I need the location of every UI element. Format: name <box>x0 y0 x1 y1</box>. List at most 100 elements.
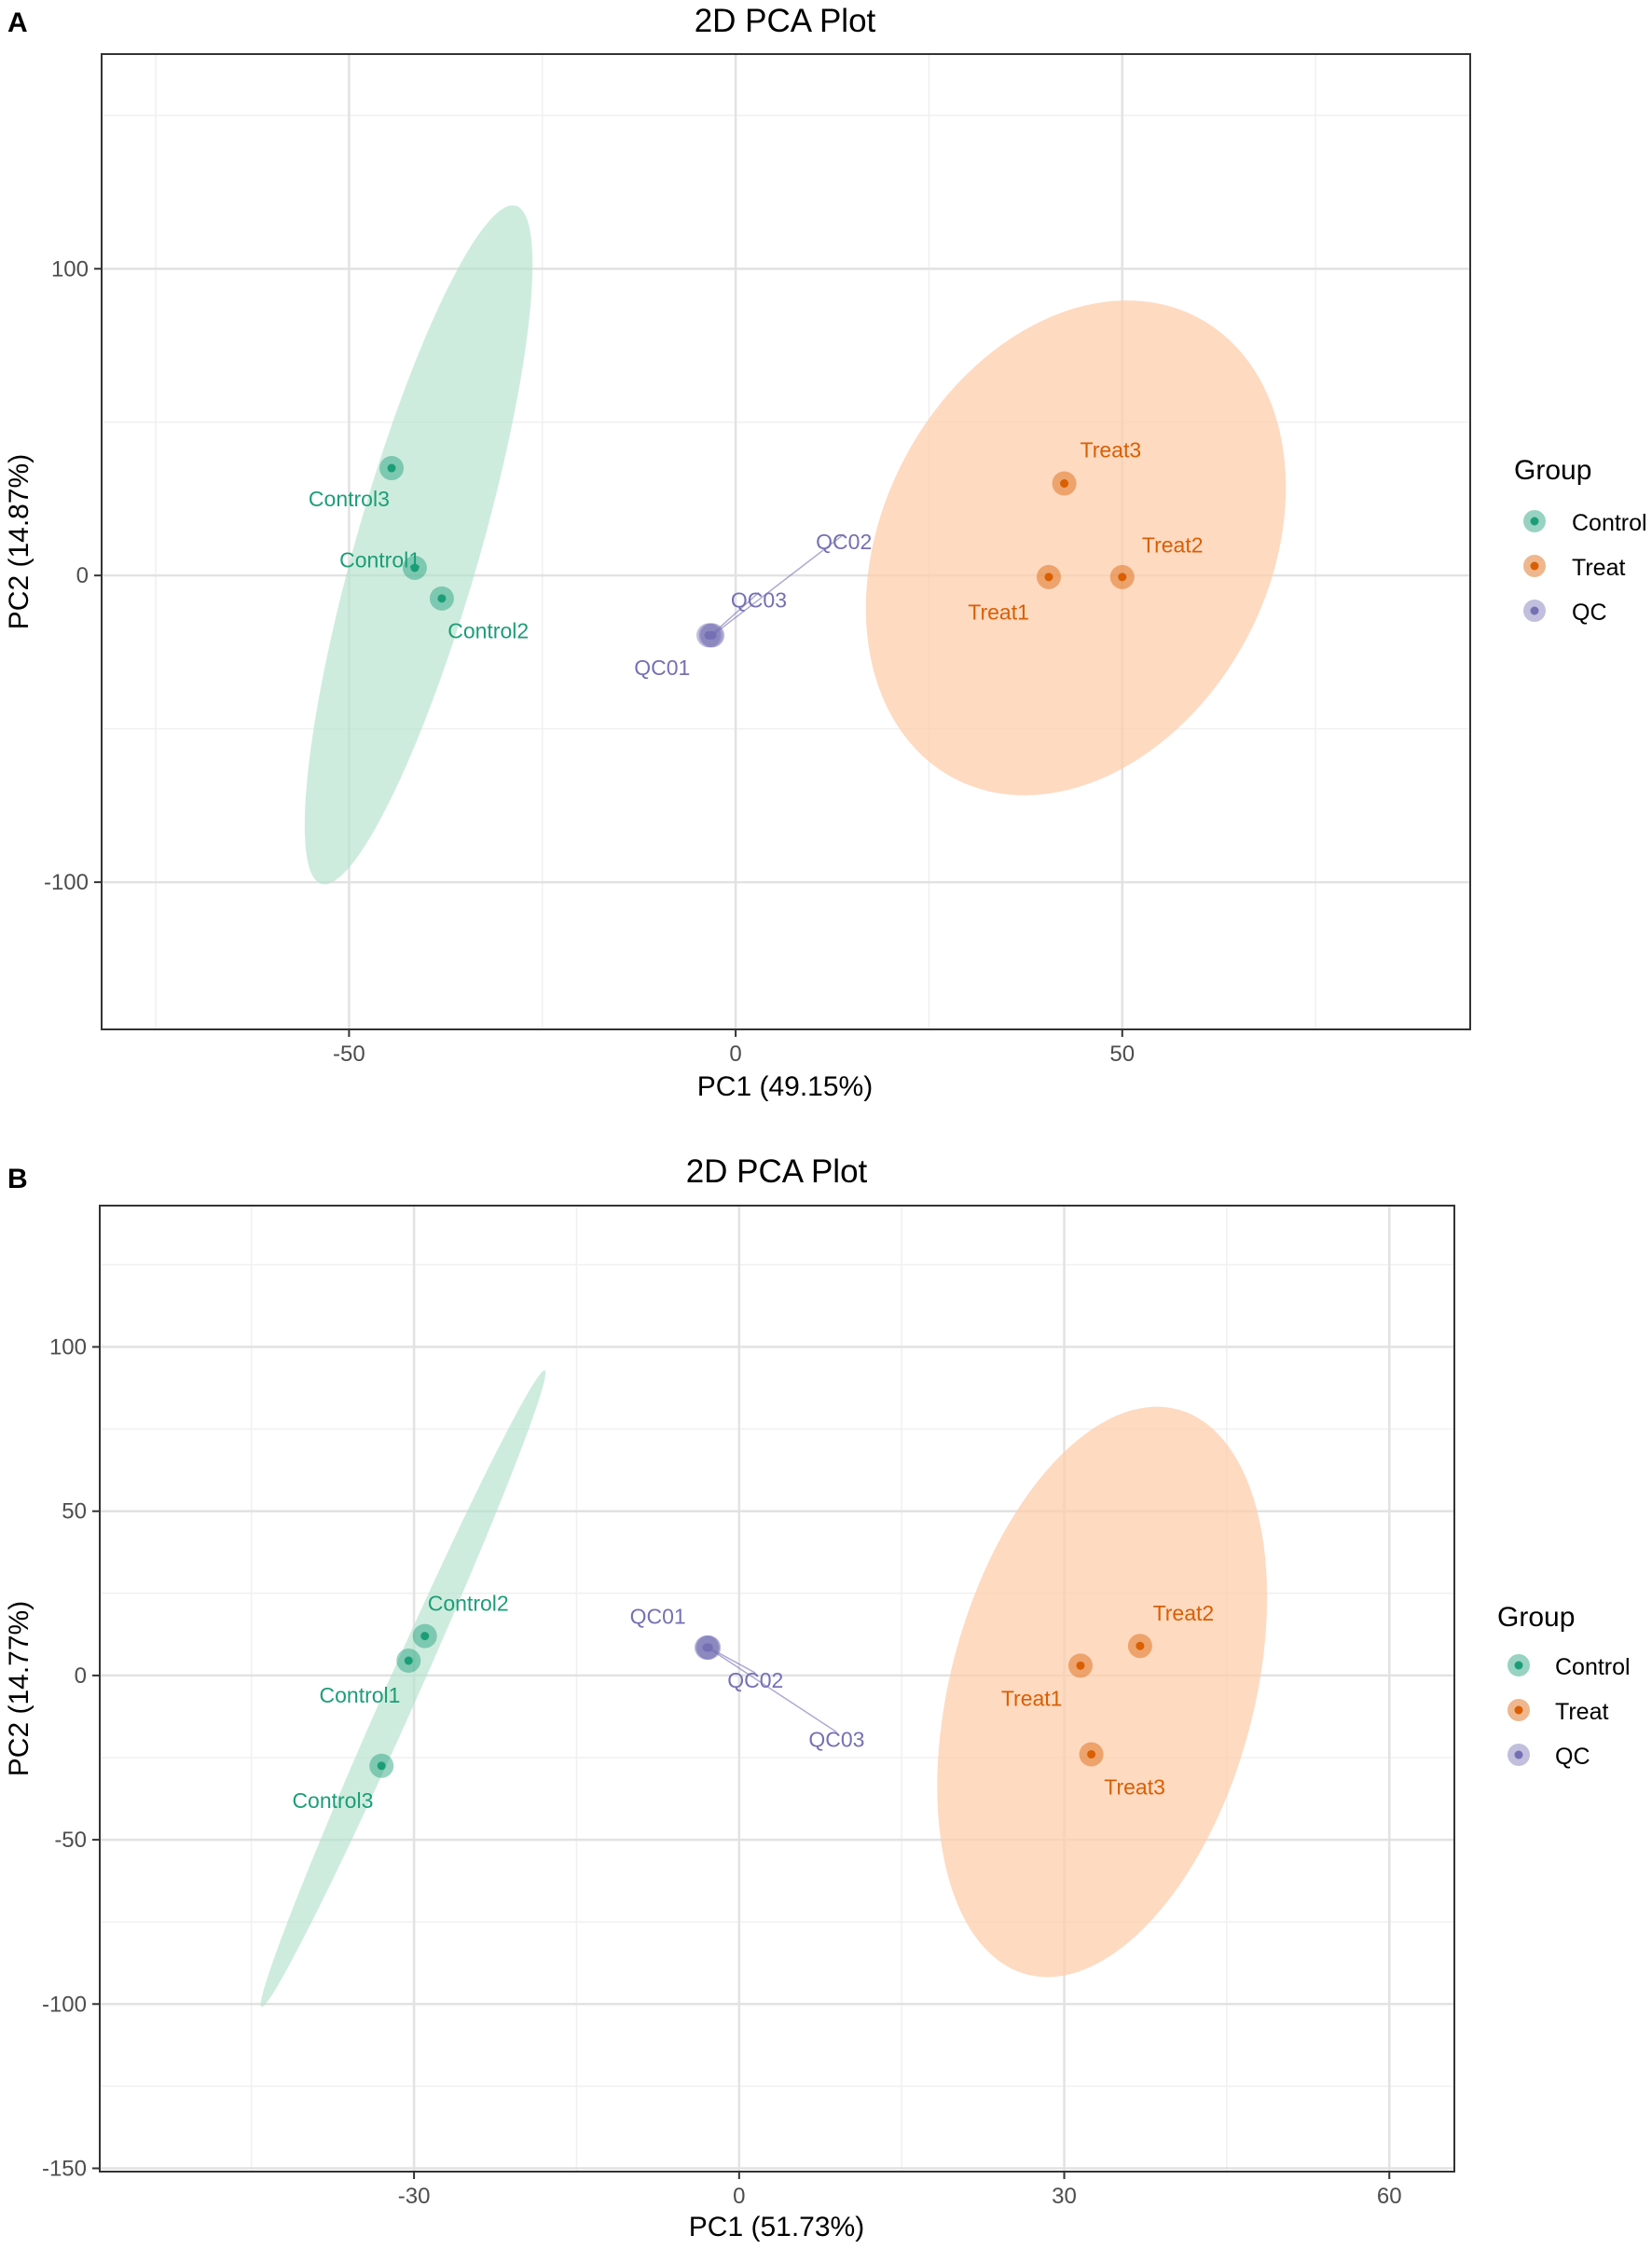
point-center-treat3 <box>1060 479 1069 489</box>
panel-a: A 2D PCA Plot Control1 Control2 Control3 QC… <box>4 3 1647 1102</box>
point-center-control2 <box>437 594 447 603</box>
y-tick-label: 100 <box>49 1335 87 1360</box>
point-label-qc01: QC01 <box>634 655 690 680</box>
confidence-ellipse-control <box>304 205 533 885</box>
point-label-qc03: QC03 <box>808 1728 864 1752</box>
legend-label-treat: Treat <box>1555 1699 1608 1725</box>
legend-key-treat-center <box>1514 1705 1523 1715</box>
ellipses <box>304 205 1287 885</box>
y-axis-ticks: -150 -100 -50 0 50 100 <box>42 1335 100 2181</box>
legend-item-qc: QC <box>1507 1744 1590 1770</box>
leader-line-qc03 <box>707 1647 837 1733</box>
point-center-treat1 <box>1076 1661 1085 1670</box>
x-tick-label: -50 <box>333 1042 365 1067</box>
legend-item-treat: Treat <box>1523 555 1625 581</box>
y-axis-label: PC2 (14.77%) <box>4 1601 34 1776</box>
y-tick-label: -100 <box>42 1992 87 2017</box>
legend-title: Group <box>1497 1602 1575 1633</box>
confidence-ellipse-treat <box>937 1406 1268 1978</box>
point-center-treat2 <box>1118 573 1127 582</box>
y-tick-label: -100 <box>44 870 89 895</box>
confidence-ellipse-treat <box>865 300 1287 795</box>
x-axis-ticks: -30 0 30 60 <box>398 2172 1402 2209</box>
y-tick-label: 100 <box>51 256 89 282</box>
point-label-treat1: Treat1 <box>968 600 1029 625</box>
ellipses <box>260 1370 1268 2008</box>
y-axis-ticks: -100 0 100 <box>44 256 102 895</box>
point-center-qc03 <box>703 1643 712 1652</box>
legend-item-qc: QC <box>1523 600 1607 626</box>
legend-label-qc: QC <box>1572 600 1607 626</box>
legend-item-control: Control <box>1507 1654 1631 1680</box>
point-label-qc02: QC02 <box>816 530 872 554</box>
leader-lines <box>710 533 845 636</box>
y-axis-label: PC2 (14.87%) <box>4 454 34 629</box>
legend-item-control: Control <box>1523 510 1647 536</box>
point-center-treat3 <box>1087 1749 1096 1759</box>
point-label-control3: Control3 <box>309 487 390 511</box>
y-tick-label: -50 <box>54 1828 87 1853</box>
legend-label-control: Control <box>1572 510 1647 536</box>
x-tick-label: 0 <box>729 1042 741 1067</box>
legend-key-treat-center <box>1530 561 1539 571</box>
point-center-control1 <box>410 563 420 573</box>
panel-label: B <box>7 1164 28 1194</box>
legend: Group Control Treat QC <box>1514 455 1647 626</box>
legend-label-control: Control <box>1555 1654 1631 1680</box>
point-center-qc03 <box>707 630 716 640</box>
points <box>379 456 1135 648</box>
legend: Group Control Treat QC <box>1497 1602 1631 1770</box>
y-tick-label: 0 <box>75 1663 87 1689</box>
point-labels: Control1 Control2 Control3 QC01 QC02 QC03 Trea… <box>309 437 1204 680</box>
y-tick-label: 50 <box>62 1499 87 1525</box>
point-center-treat1 <box>1044 573 1053 582</box>
legend-key-qc-center <box>1530 606 1539 615</box>
points <box>369 1623 1152 1778</box>
point-label-treat2: Treat2 <box>1142 532 1204 557</box>
point-label-control1: Control1 <box>339 548 420 573</box>
point-label-control3: Control3 <box>292 1788 373 1813</box>
point-label-control2: Control2 <box>447 618 529 642</box>
chart-title: 2D PCA Plot <box>695 3 876 39</box>
legend-key-control-center <box>1514 1661 1523 1670</box>
plot-border <box>101 53 1471 1030</box>
legend-key-control-center <box>1530 517 1539 526</box>
leader-line-qc02 <box>711 533 845 636</box>
point-label-treat3: Treat3 <box>1081 437 1142 462</box>
legend-item-treat: Treat <box>1507 1699 1608 1725</box>
point-label-qc02: QC02 <box>727 1668 783 1692</box>
x-tick-label: 50 <box>1109 1042 1135 1067</box>
x-tick-label: 0 <box>733 2184 745 2209</box>
legend-title: Group <box>1514 455 1591 486</box>
point-center-control3 <box>387 463 396 473</box>
chart-title: 2D PCA Plot <box>686 1153 868 1190</box>
x-tick-label: -30 <box>398 2184 431 2209</box>
point-label-control1: Control1 <box>320 1683 401 1707</box>
legend-key-qc-center <box>1514 1750 1523 1759</box>
point-label-qc01: QC01 <box>630 1604 686 1628</box>
point-label-qc03: QC03 <box>731 587 787 612</box>
panel-b: B 2D PCA Plot Control1 Control2 Control3 QC… <box>4 1153 1631 2242</box>
legend-label-qc: QC <box>1555 1744 1590 1770</box>
point-label-treat3: Treat3 <box>1104 1775 1165 1800</box>
point-center-control1 <box>404 1656 413 1665</box>
x-axis-label: PC1 (51.73%) <box>689 2212 864 2242</box>
leader-line-qc03 <box>710 591 760 636</box>
point-center-treat2 <box>1136 1641 1145 1650</box>
leader-lines <box>707 1647 837 1733</box>
point-center-control3 <box>377 1761 386 1771</box>
point-label-treat1: Treat1 <box>1001 1687 1063 1711</box>
x-axis-label: PC1 (49.15%) <box>697 1071 873 1102</box>
point-center-control2 <box>420 1632 430 1641</box>
leader-line-qc02 <box>708 1647 756 1674</box>
plot-border <box>99 1205 1455 2173</box>
confidence-ellipse-control <box>260 1370 546 2008</box>
x-tick-label: 60 <box>1377 2184 1402 2209</box>
x-axis-ticks: -50 0 50 <box>333 1029 1135 1067</box>
panel-label: A <box>7 7 28 38</box>
y-tick-label: -150 <box>42 2156 87 2181</box>
point-label-treat2: Treat2 <box>1153 1601 1215 1625</box>
x-tick-label: 30 <box>1052 2184 1077 2209</box>
point-labels: Control1 Control2 Control3 QC01 QC02 QC03 Trea… <box>292 1591 1214 1812</box>
